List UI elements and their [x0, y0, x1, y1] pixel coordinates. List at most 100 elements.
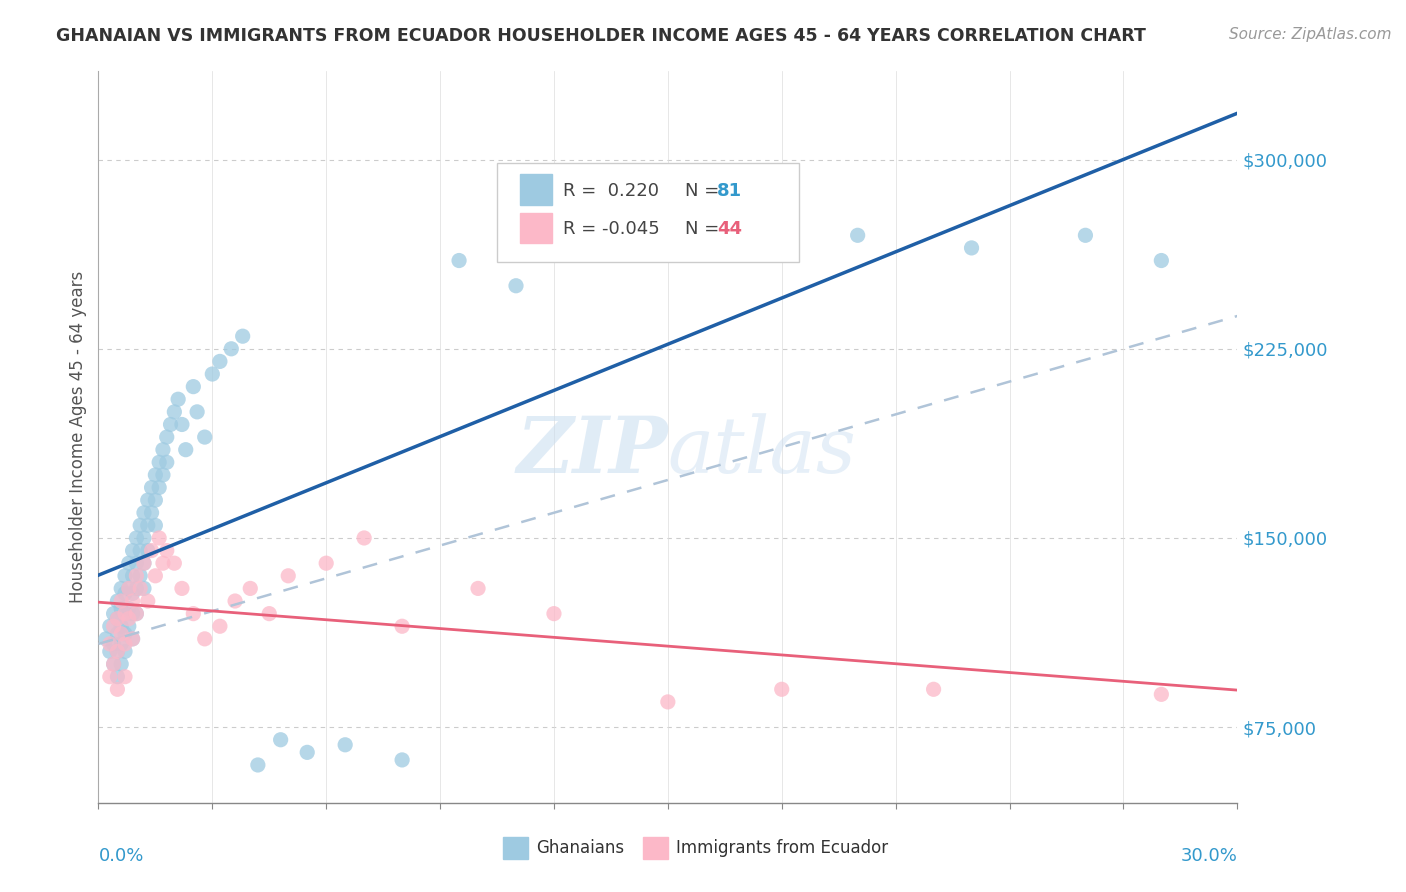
Point [136, 594, 159, 608]
Point [98, 637, 121, 651]
Point [107, 612, 129, 626]
Bar [520, 175, 551, 205]
Point [125, 569, 148, 583]
Point [136, 518, 159, 533]
Point [103, 607, 125, 621]
Point [107, 594, 129, 608]
Bar [520, 212, 551, 244]
Point [121, 543, 143, 558]
Point [118, 601, 141, 615]
Point [846, 228, 869, 243]
Text: GHANAIAN VS IMMIGRANTS FROM ECUADOR HOUSEHOLDER INCOME AGES 45 - 64 YEARS CORREL: GHANAIAN VS IMMIGRANTS FROM ECUADOR HOUS… [56, 27, 1146, 45]
Point [103, 619, 125, 633]
Point [110, 601, 132, 615]
Point [121, 632, 143, 646]
Point [114, 586, 136, 600]
Text: 0.0%: 0.0% [98, 847, 143, 864]
Point [107, 627, 129, 641]
Point [657, 241, 679, 255]
Point [125, 556, 148, 570]
Point [129, 543, 152, 558]
Point [353, 531, 375, 545]
Point [136, 543, 159, 558]
Point [118, 582, 141, 596]
Text: 81: 81 [717, 182, 742, 200]
Point [183, 379, 205, 393]
Point [129, 582, 152, 596]
Point [152, 556, 174, 570]
Point [208, 619, 231, 633]
Point [110, 657, 132, 671]
Point [107, 644, 129, 658]
Point [132, 582, 155, 596]
Point [114, 637, 136, 651]
Point [449, 253, 471, 268]
Point [132, 506, 155, 520]
Point [121, 586, 143, 600]
Point [136, 493, 159, 508]
Point [125, 582, 148, 596]
Point [152, 467, 174, 482]
FancyBboxPatch shape [498, 163, 799, 261]
Point [543, 607, 565, 621]
Point [107, 682, 129, 697]
Point [174, 442, 197, 457]
Text: N =: N = [685, 182, 720, 200]
Point [391, 619, 413, 633]
Point [145, 518, 167, 533]
Point [145, 493, 167, 508]
Point [1074, 228, 1097, 243]
Point [163, 405, 186, 419]
Point [132, 556, 155, 570]
Point [145, 467, 167, 482]
Point [770, 682, 793, 697]
Point [103, 657, 125, 671]
Point [170, 417, 193, 432]
Text: Ghanaians: Ghanaians [536, 839, 624, 857]
Point [114, 670, 136, 684]
Point [194, 430, 217, 444]
Point [141, 543, 163, 558]
Point [110, 619, 132, 633]
Point [114, 607, 136, 621]
Point [232, 329, 254, 343]
Point [94, 632, 117, 646]
Point [114, 627, 136, 641]
Point [145, 569, 167, 583]
Point [148, 531, 170, 545]
Point [315, 556, 337, 570]
Point [118, 612, 141, 626]
Point [167, 392, 190, 407]
Bar [503, 838, 527, 859]
Point [733, 216, 755, 230]
Point [110, 637, 132, 651]
Point [391, 753, 413, 767]
Point [132, 531, 155, 545]
Point [194, 632, 217, 646]
Text: atlas: atlas [668, 414, 856, 490]
Point [148, 481, 170, 495]
Point [103, 637, 125, 651]
Point [114, 569, 136, 583]
Point [1150, 253, 1173, 268]
Point [259, 607, 281, 621]
Point [121, 632, 143, 646]
Text: R =  0.220: R = 0.220 [562, 182, 659, 200]
Point [121, 569, 143, 583]
Point [110, 594, 132, 608]
Point [114, 644, 136, 658]
Point [118, 582, 141, 596]
Point [239, 582, 262, 596]
Point [186, 405, 208, 419]
Point [129, 569, 152, 583]
Point [246, 758, 269, 772]
Text: 30.0%: 30.0% [1181, 847, 1237, 864]
Point [125, 607, 148, 621]
Point [148, 455, 170, 469]
Point [208, 354, 231, 368]
Point [922, 682, 945, 697]
Point [107, 670, 129, 684]
Point [103, 657, 125, 671]
Point [110, 582, 132, 596]
Text: ZIP: ZIP [516, 414, 668, 490]
